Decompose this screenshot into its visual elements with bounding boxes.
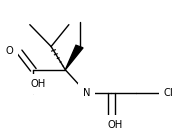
Text: OH: OH bbox=[30, 79, 45, 89]
Text: O: O bbox=[5, 46, 13, 56]
Text: N: N bbox=[83, 88, 90, 98]
Polygon shape bbox=[65, 45, 83, 70]
Text: Cl: Cl bbox=[164, 88, 174, 98]
Text: OH: OH bbox=[107, 120, 123, 130]
